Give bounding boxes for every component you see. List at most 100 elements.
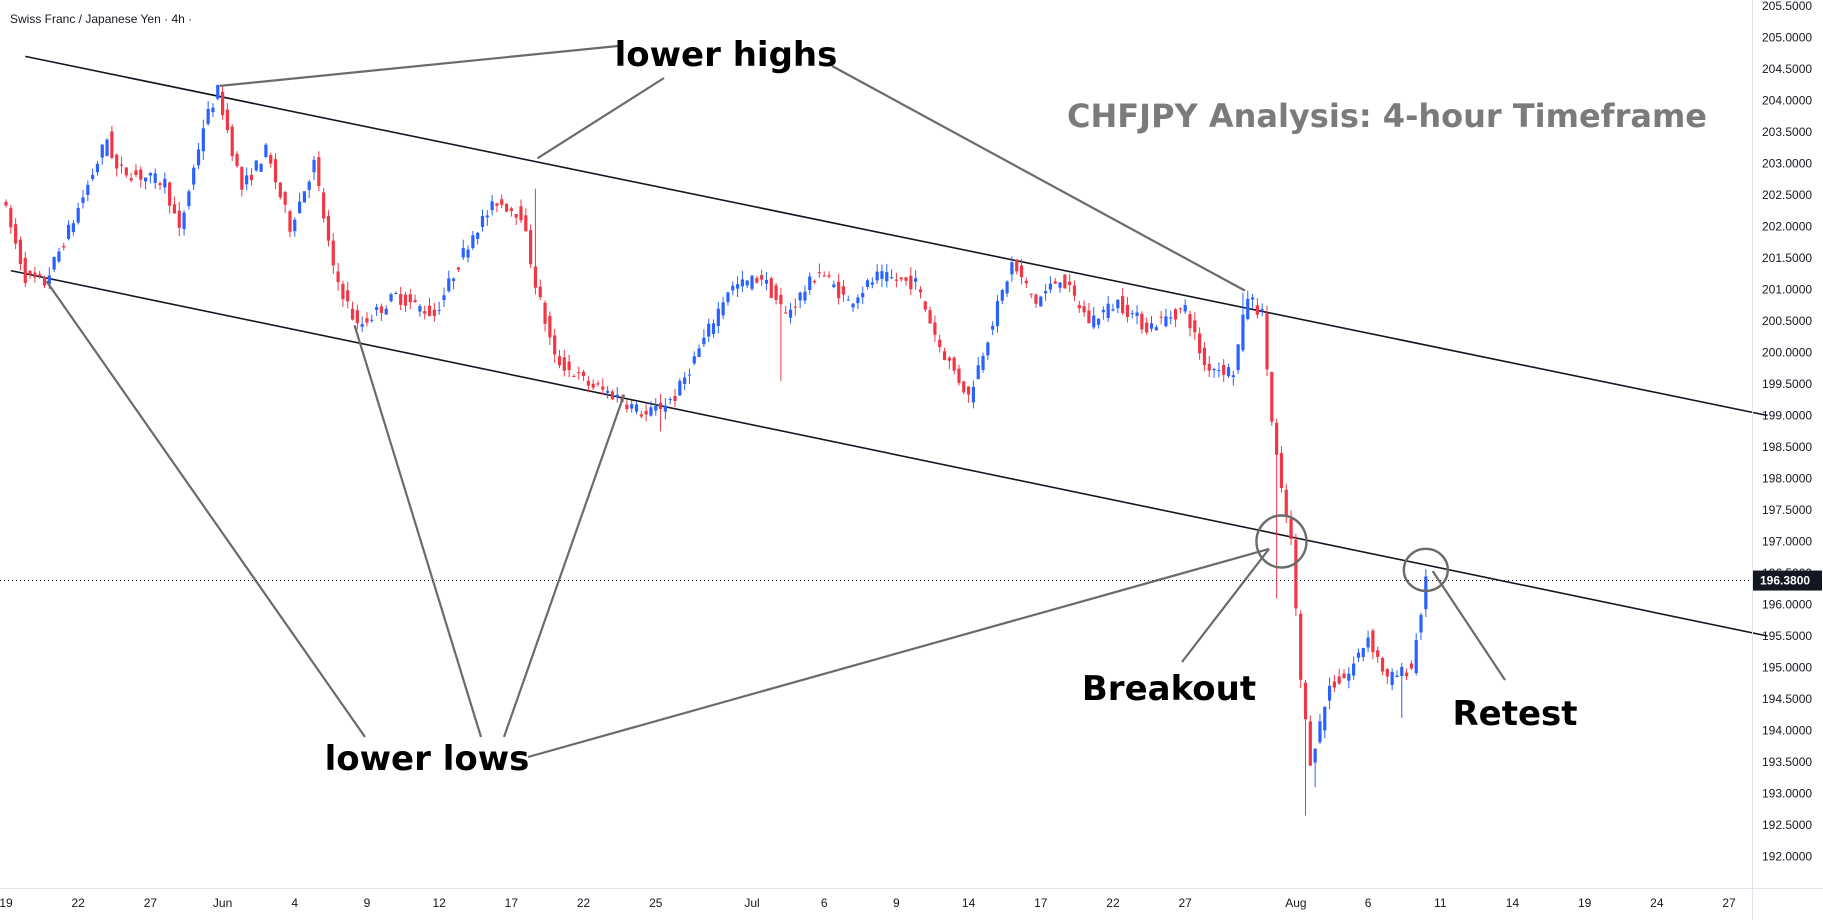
- x-tick-label: 14: [1506, 896, 1520, 910]
- candle: [1198, 327, 1202, 360]
- candle: [615, 387, 619, 403]
- candle: [1318, 714, 1322, 745]
- candle: [976, 356, 980, 380]
- candle: [745, 280, 749, 288]
- x-tick-label: 14: [962, 896, 976, 910]
- candle: [1366, 630, 1370, 653]
- candle: [610, 389, 615, 401]
- candle: [153, 168, 157, 189]
- annotation-pointer: [45, 280, 366, 738]
- candle: [288, 209, 292, 238]
- candle: [837, 273, 841, 305]
- symbol-name[interactable]: Swiss Franc / Japanese Yen: [10, 12, 161, 26]
- candle: [788, 302, 793, 324]
- candle: [1395, 670, 1399, 678]
- candle: [735, 276, 740, 297]
- annotation-pointer: [1431, 570, 1506, 681]
- current-price-badge: [1753, 570, 1822, 591]
- candle: [1024, 277, 1028, 288]
- candle: [158, 181, 162, 190]
- candle: [668, 396, 672, 405]
- candle: [1087, 302, 1091, 324]
- candle: [1010, 256, 1014, 282]
- candle: [269, 152, 273, 168]
- candle: [317, 151, 321, 192]
- price-axis[interactable]: 205.5000 205.0000 204.5000 204.0000 203.5000…: [1753, 0, 1822, 864]
- candle: [962, 381, 966, 395]
- y-tick-label: 193.5000: [1762, 755, 1812, 769]
- candle: [769, 276, 773, 299]
- candle: [548, 311, 552, 346]
- channel-trendlines: [10, 55, 1768, 637]
- candle: [822, 271, 826, 277]
- y-tick-label: 194.5000: [1762, 692, 1812, 706]
- x-tick-label: 27: [1722, 896, 1736, 910]
- candle: [1101, 306, 1105, 320]
- candle: [33, 266, 37, 283]
- candle: [586, 376, 590, 393]
- candle: [100, 143, 104, 165]
- candle: [1265, 305, 1269, 376]
- candle: [933, 315, 937, 342]
- candle: [649, 401, 653, 417]
- candle: [870, 277, 874, 289]
- candle: [885, 263, 889, 288]
- trendline[interactable]: [10, 269, 1768, 637]
- candle: [938, 334, 942, 353]
- interval-label[interactable]: 4h: [171, 12, 185, 26]
- time-axis[interactable]: 19 22 27 Jun 4 9 12 17 22 25 Jul 6 9 14 17 22 27 Aug 6 11 14…: [0, 896, 1736, 910]
- candle: [254, 160, 258, 172]
- y-tick-label: 196.0000: [1762, 598, 1812, 612]
- x-tick-label: 17: [1034, 896, 1048, 910]
- candle: [1164, 308, 1168, 328]
- candle: [981, 352, 985, 373]
- candle: [755, 275, 759, 284]
- candle: [480, 209, 485, 232]
- x-tick-label: 17: [505, 896, 519, 910]
- candle: [1226, 363, 1231, 378]
- x-tick-label: 19: [1578, 896, 1592, 910]
- candle: [490, 194, 494, 216]
- candle: [1082, 300, 1086, 317]
- candle: [991, 321, 995, 336]
- candle: [808, 272, 812, 295]
- x-tick-label: Jun: [213, 896, 232, 910]
- candle: [687, 368, 692, 384]
- candle: [798, 291, 802, 309]
- candle: [711, 319, 716, 338]
- candle: [1145, 317, 1149, 335]
- candle: [240, 166, 244, 197]
- candles: [4, 84, 1428, 816]
- candle: [1270, 371, 1274, 426]
- candle: [418, 304, 422, 317]
- candle: [1289, 510, 1293, 546]
- candle: [283, 190, 287, 213]
- x-tick-label: 22: [72, 896, 86, 910]
- candle: [538, 279, 542, 300]
- candle: [413, 294, 417, 303]
- candle: [23, 251, 27, 288]
- candle: [1275, 418, 1279, 599]
- annotation-pointer: [219, 44, 619, 87]
- candle: [278, 182, 282, 200]
- candle: [379, 303, 384, 322]
- candle: [1255, 298, 1259, 319]
- candle: [625, 400, 629, 413]
- trendline[interactable]: [25, 55, 1768, 417]
- candle: [485, 210, 489, 226]
- candle: [1169, 310, 1173, 325]
- candle: [784, 305, 788, 314]
- annotation-pointer: [1181, 548, 1270, 663]
- candle: [726, 291, 730, 306]
- candle: [1019, 258, 1024, 285]
- candle: [442, 287, 446, 307]
- candle: [1246, 290, 1250, 321]
- candle: [914, 270, 918, 290]
- y-tick-label: 197.0000: [1762, 535, 1812, 549]
- candle: [967, 386, 971, 403]
- candle: [861, 286, 865, 304]
- retest-circle: [1402, 547, 1450, 593]
- candle: [1000, 288, 1004, 305]
- candle: [249, 168, 254, 186]
